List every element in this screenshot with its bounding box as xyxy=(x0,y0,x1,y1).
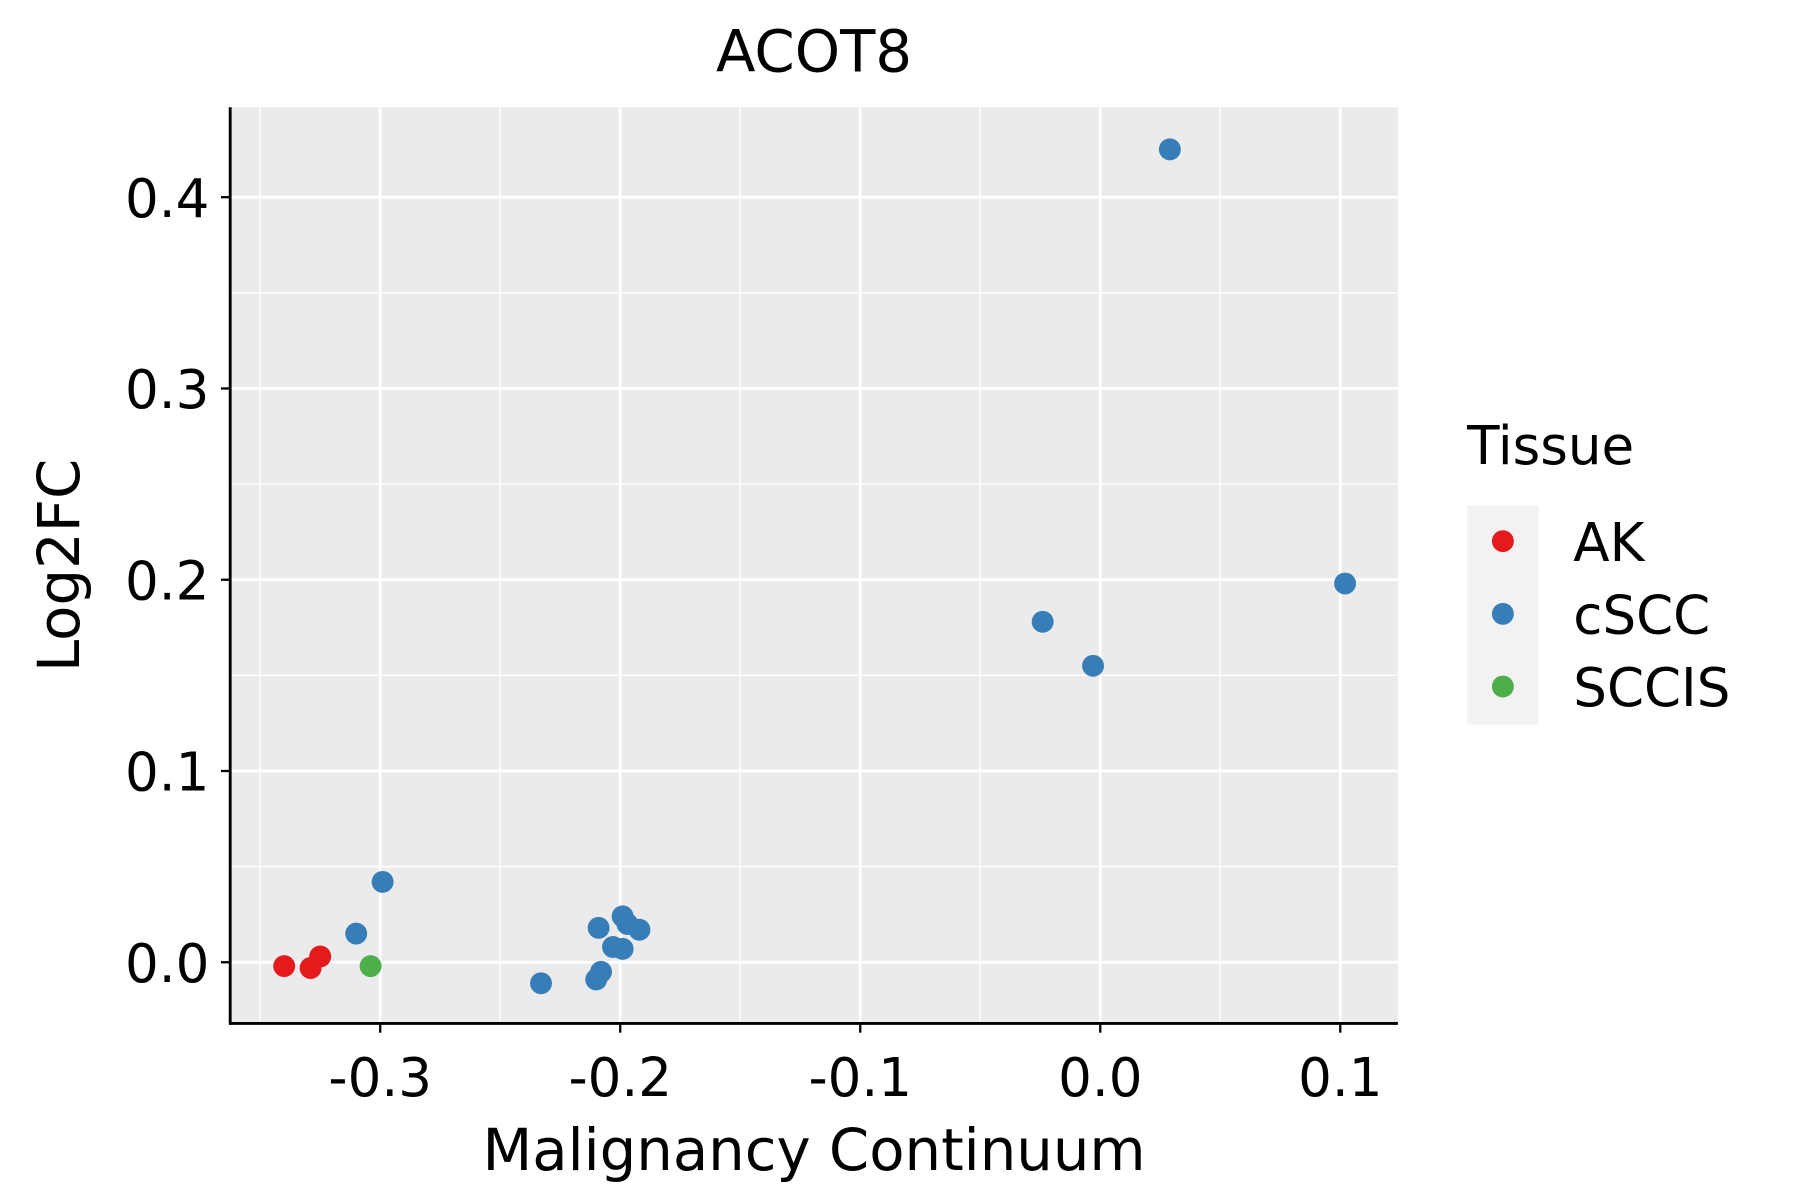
x-tick-label: -0.3 xyxy=(328,1047,432,1109)
legend-key-ak xyxy=(1491,530,1514,553)
data-point-cscc xyxy=(345,922,368,945)
data-point-cscc xyxy=(530,972,552,995)
data-point-cscc xyxy=(1031,610,1054,633)
y-tick-label: 0.3 xyxy=(125,359,209,421)
data-point-cscc xyxy=(616,913,639,935)
x-tick-label: -0.2 xyxy=(568,1047,672,1109)
y-tick-label: 0.4 xyxy=(125,168,209,230)
chart-title: ACOT8 xyxy=(716,18,912,86)
data-point-cscc xyxy=(587,916,610,939)
data-point-cscc xyxy=(371,870,394,893)
data-point-cscc xyxy=(590,960,612,983)
data-point-ak xyxy=(309,945,332,968)
data-point-sccis xyxy=(359,955,382,978)
legend-label-ak: AK xyxy=(1573,512,1645,574)
data-point-cscc xyxy=(1158,138,1181,161)
x-tick-label: 0.0 xyxy=(1058,1047,1142,1109)
data-point-cscc xyxy=(1082,654,1105,677)
x-tick-label: 0.1 xyxy=(1298,1047,1382,1109)
y-tick-label: 0.0 xyxy=(125,933,209,995)
data-point-cscc xyxy=(611,937,634,960)
legend-key-sccis xyxy=(1491,675,1514,698)
legend-label-cscc: cSCC xyxy=(1573,584,1710,646)
legend-title: Tissue xyxy=(1466,415,1634,477)
legend-key-cscc xyxy=(1491,602,1514,625)
data-point-ak xyxy=(273,955,296,978)
data-points xyxy=(273,138,1357,995)
plot-panel xyxy=(230,107,1398,1024)
x-axis-label: Malignancy Continuum xyxy=(482,1116,1145,1184)
y-tick-label: 0.1 xyxy=(125,742,209,804)
legend-label-sccis: SCCIS xyxy=(1573,657,1730,719)
y-tick-label: 0.2 xyxy=(125,550,209,612)
y-axis-label: Log2FC xyxy=(25,459,93,672)
legend: Tissue AK cSCC SCCIS xyxy=(1466,415,1730,725)
x-tick-label: -0.1 xyxy=(808,1047,912,1109)
axis-ticks: -0.3 -0.2 -0.1 0.0 0.1 0.0 0.1 0.2 0.3 0.4 xyxy=(125,168,1382,1109)
gridlines xyxy=(230,107,1398,1024)
data-point-cscc xyxy=(1334,572,1357,595)
